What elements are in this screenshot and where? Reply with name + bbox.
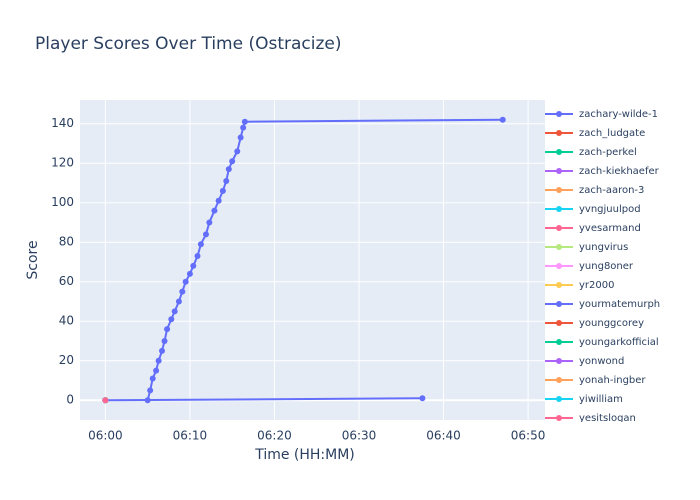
legend-label[interactable]: yonah-ingber xyxy=(579,375,646,386)
legend-marker[interactable] xyxy=(556,263,562,269)
legend-marker[interactable] xyxy=(556,339,562,345)
x-tick-label: 06:00 xyxy=(88,429,123,443)
legend-label[interactable]: yiwilliam xyxy=(579,394,623,405)
chart-title: Player Scores Over Time (Ostracize) xyxy=(35,34,342,54)
legend-marker[interactable] xyxy=(556,301,562,307)
data-point xyxy=(194,253,201,260)
data-point xyxy=(499,116,506,123)
data-point xyxy=(241,118,248,125)
legend-label[interactable]: zach_ludgate xyxy=(579,128,645,139)
legend-label[interactable]: yvesarmand xyxy=(579,223,641,234)
legend-label[interactable]: yung8oner xyxy=(579,261,634,272)
data-point xyxy=(168,316,175,323)
legend-marker[interactable] xyxy=(556,225,562,231)
data-point xyxy=(102,397,109,404)
data-point xyxy=(155,357,162,364)
grid: 0 20 40 60 80 100 120 140 06:00 06:10 06:20 06:30 06… xyxy=(51,100,545,443)
legend-label[interactable]: zach-kiekhaefer xyxy=(579,166,660,177)
y-tick-label: 120 xyxy=(51,156,74,170)
y-tick-label: 40 xyxy=(59,314,74,328)
legend-marker[interactable] xyxy=(556,130,562,136)
data-point xyxy=(149,375,156,382)
data-point xyxy=(153,367,160,374)
data-point xyxy=(211,207,218,214)
x-axis-title: Time (HH:MM) xyxy=(254,447,355,463)
x-tick-label: 06:20 xyxy=(257,429,292,443)
data-point xyxy=(219,187,226,194)
series-line xyxy=(105,397,423,402)
data-point xyxy=(223,177,230,184)
data-point xyxy=(419,395,426,402)
legend-marker[interactable] xyxy=(556,377,562,383)
data-point xyxy=(186,270,193,277)
data-point xyxy=(147,387,154,394)
data-point xyxy=(240,124,247,131)
data-point xyxy=(202,231,209,238)
data-point xyxy=(171,308,178,315)
x-tick-label: 06:30 xyxy=(342,429,377,443)
data-point xyxy=(159,347,166,354)
legend-marker[interactable] xyxy=(556,282,562,288)
y-tick-label: 0 xyxy=(66,393,74,407)
y-tick-label: 20 xyxy=(59,353,74,367)
y-tick-label: 60 xyxy=(59,274,74,288)
legend-label[interactable]: yesitslogan xyxy=(579,413,636,424)
legend: zachary-wilde-1 zach_ludgate zach-perkel za… xyxy=(545,109,660,424)
legend-label[interactable]: yungvirus xyxy=(579,242,628,253)
legend-label[interactable]: yourmatemurph xyxy=(579,299,660,310)
data-point xyxy=(175,298,182,305)
data-point xyxy=(197,241,204,248)
x-tick-label: 06:10 xyxy=(173,429,208,443)
data-point xyxy=(206,219,213,226)
plot xyxy=(102,116,506,404)
legend-marker[interactable] xyxy=(556,244,562,250)
data-point xyxy=(237,134,244,141)
data-point xyxy=(164,326,171,333)
y-tick-label: 80 xyxy=(59,235,74,249)
legend-label[interactable]: yr2000 xyxy=(579,280,614,291)
legend-label[interactable]: yvngjuulpod xyxy=(579,204,641,215)
data-point xyxy=(190,262,197,269)
plot-area xyxy=(80,100,545,420)
legend-marker[interactable] xyxy=(556,415,562,421)
legend-label[interactable]: zach-perkel xyxy=(579,147,637,158)
legend-label[interactable]: youngarkofficial xyxy=(579,337,659,348)
legend-marker[interactable] xyxy=(556,320,562,326)
legend-marker[interactable] xyxy=(556,168,562,174)
legend-marker[interactable] xyxy=(556,187,562,193)
x-tick-label: 06:40 xyxy=(426,429,461,443)
data-point xyxy=(234,148,241,155)
legend-label[interactable]: zach-aaron-3 xyxy=(579,185,644,196)
x-tick-label: 06:50 xyxy=(511,429,546,443)
y-tick-label: 140 xyxy=(51,116,74,130)
legend-marker[interactable] xyxy=(556,111,562,117)
data-point xyxy=(179,288,186,295)
data-point xyxy=(225,166,232,173)
data-point xyxy=(161,337,168,344)
y-tick-label: 100 xyxy=(51,195,74,209)
y-axis-title: Score xyxy=(25,240,41,279)
data-point xyxy=(215,197,222,204)
legend-label[interactable]: younggcorey xyxy=(579,318,644,329)
legend-label[interactable]: zachary-wilde-1 xyxy=(579,109,658,120)
legend-marker[interactable] xyxy=(556,149,562,155)
data-point xyxy=(229,158,236,165)
data-point xyxy=(182,278,189,285)
legend-marker[interactable] xyxy=(556,358,562,364)
legend-marker[interactable] xyxy=(556,396,562,402)
legend-label[interactable]: yonwond xyxy=(579,356,624,367)
legend-marker[interactable] xyxy=(556,206,562,212)
